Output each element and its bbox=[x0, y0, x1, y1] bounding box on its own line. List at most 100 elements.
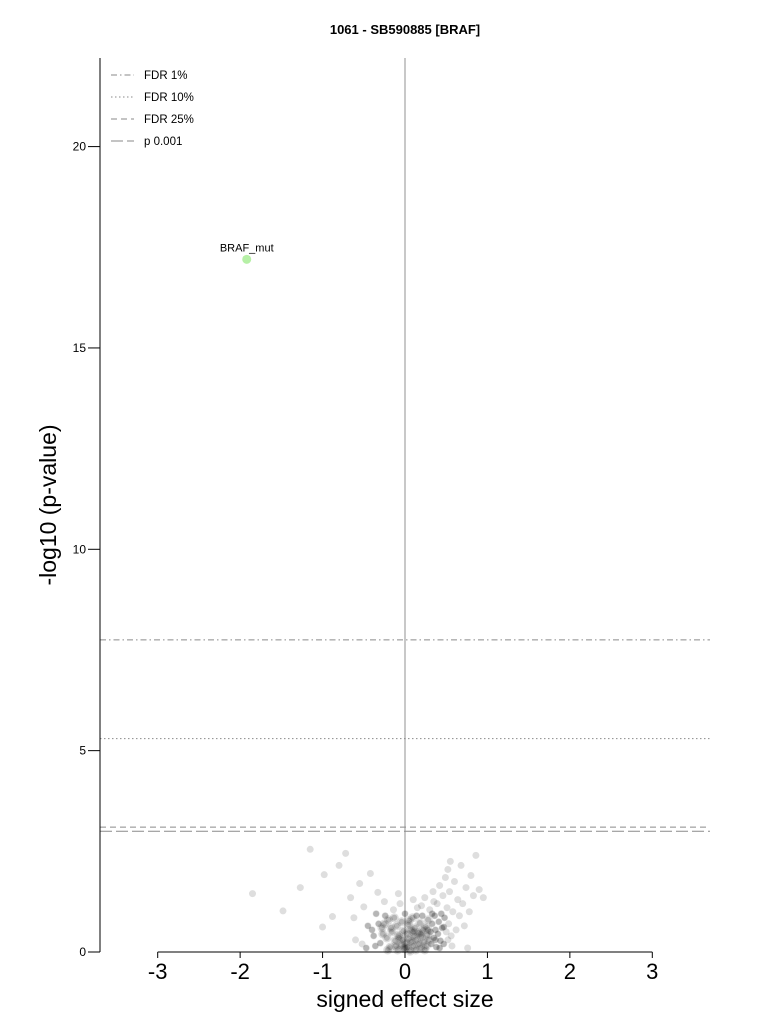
data-point bbox=[391, 914, 398, 921]
data-point bbox=[423, 942, 430, 949]
data-point bbox=[462, 884, 470, 892]
data-point bbox=[437, 910, 445, 918]
data-point bbox=[410, 928, 417, 935]
data-point bbox=[394, 946, 401, 953]
data-point bbox=[388, 928, 395, 935]
data-point bbox=[457, 861, 465, 869]
data-point bbox=[436, 882, 444, 890]
data-point bbox=[386, 923, 396, 933]
data-point bbox=[454, 896, 462, 904]
data-point bbox=[459, 900, 467, 908]
data-point bbox=[383, 934, 390, 941]
data-point bbox=[392, 942, 399, 949]
data-point bbox=[306, 845, 314, 853]
data-point bbox=[358, 940, 366, 948]
data-point bbox=[413, 928, 423, 938]
axes: -3 -2 -1 0 1 2 3 0 5 10 15 20 bbox=[73, 58, 658, 984]
y-tick-label: 0 bbox=[79, 945, 86, 959]
data-point bbox=[429, 910, 436, 917]
data-point bbox=[320, 871, 328, 879]
data-point bbox=[342, 849, 350, 857]
data-point bbox=[360, 903, 368, 911]
data-point bbox=[419, 912, 426, 919]
data-point bbox=[387, 944, 394, 951]
data-point bbox=[440, 923, 448, 931]
data-point bbox=[319, 923, 327, 931]
data-point bbox=[446, 888, 454, 896]
data-point bbox=[429, 920, 436, 927]
data-point bbox=[444, 865, 452, 873]
data-point bbox=[427, 928, 434, 935]
data-point bbox=[428, 910, 436, 918]
data-point bbox=[439, 892, 447, 900]
data-point bbox=[401, 938, 411, 948]
data-point bbox=[371, 942, 379, 950]
data-point bbox=[389, 913, 399, 923]
data-point bbox=[433, 900, 441, 908]
data-point bbox=[411, 924, 418, 931]
data-point bbox=[402, 940, 409, 947]
data-point bbox=[408, 927, 418, 937]
data-point bbox=[410, 923, 420, 933]
y-tick-label: 15 bbox=[73, 341, 87, 355]
data-point bbox=[387, 927, 397, 937]
legend-label: FDR 1% bbox=[144, 70, 187, 82]
data-point bbox=[398, 935, 408, 945]
data-point bbox=[425, 936, 432, 943]
data-point bbox=[356, 880, 364, 888]
data-point bbox=[427, 940, 435, 948]
data-point bbox=[385, 942, 395, 952]
data-point bbox=[422, 924, 429, 931]
legend-label: FDR 25% bbox=[144, 114, 194, 126]
data-point bbox=[379, 930, 386, 937]
data-point bbox=[434, 930, 442, 938]
data-point bbox=[375, 920, 383, 928]
data-point bbox=[362, 944, 370, 952]
data-point bbox=[423, 915, 433, 925]
data-point bbox=[443, 904, 451, 912]
data-point bbox=[417, 902, 425, 910]
data-point bbox=[387, 924, 394, 931]
data-point bbox=[407, 937, 417, 947]
data-point bbox=[399, 936, 406, 943]
data-point bbox=[392, 921, 402, 931]
data-point bbox=[424, 935, 434, 945]
data-point bbox=[438, 924, 446, 932]
data-point bbox=[402, 910, 408, 917]
data-point bbox=[415, 929, 422, 936]
data-point bbox=[414, 939, 424, 949]
data-point bbox=[469, 892, 477, 900]
legend: FDR 1% FDR 10% FDR 25% p 0.001 bbox=[111, 70, 194, 148]
data-point bbox=[409, 896, 417, 904]
data-point bbox=[464, 944, 472, 952]
highlight-label: BRAF_mut bbox=[220, 242, 274, 254]
data-point bbox=[335, 861, 343, 869]
data-point bbox=[377, 923, 387, 933]
data-point bbox=[440, 940, 447, 947]
data-point bbox=[405, 946, 415, 956]
data-point bbox=[347, 894, 355, 902]
data-point bbox=[438, 910, 445, 917]
data-point bbox=[415, 918, 425, 928]
data-point bbox=[364, 922, 371, 929]
data-point bbox=[377, 940, 384, 947]
chart-title: 1061 - SB590885 [BRAF] bbox=[330, 22, 480, 37]
data-point bbox=[416, 932, 426, 942]
data-point bbox=[408, 938, 415, 945]
legend-label: p 0.001 bbox=[144, 136, 182, 148]
data-point bbox=[441, 914, 448, 921]
data-point bbox=[375, 920, 382, 927]
data-point bbox=[441, 914, 449, 922]
data-point bbox=[447, 932, 455, 940]
data-point bbox=[426, 906, 434, 914]
data-point bbox=[449, 908, 457, 916]
data-point bbox=[430, 934, 437, 941]
data-points bbox=[249, 845, 487, 956]
data-point bbox=[413, 912, 420, 919]
data-point bbox=[436, 937, 444, 945]
data-point bbox=[412, 946, 419, 953]
data-point bbox=[432, 936, 439, 944]
data-point bbox=[444, 936, 452, 944]
data-point bbox=[460, 922, 468, 930]
data-point bbox=[413, 912, 421, 920]
